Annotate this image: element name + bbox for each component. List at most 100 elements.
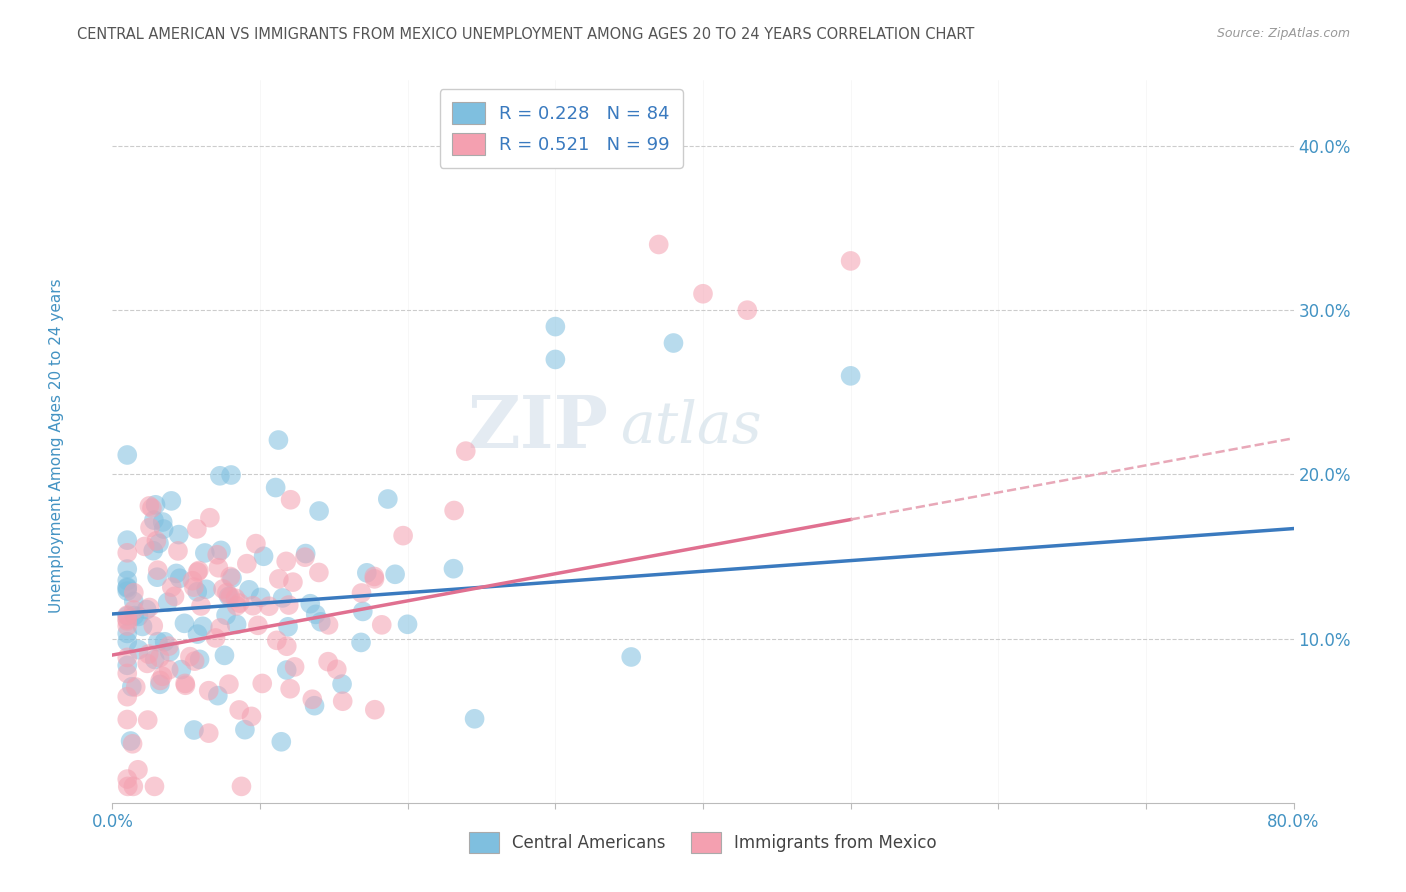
Point — [284, 660, 307, 674]
Point — [142, 513, 165, 527]
Point — [228, 703, 250, 717]
Point — [169, 571, 191, 585]
Point — [215, 585, 238, 599]
Point — [350, 635, 373, 649]
Point — [134, 540, 156, 554]
Point — [197, 683, 219, 698]
Point — [276, 639, 298, 653]
Point — [143, 780, 166, 794]
Point — [117, 546, 138, 560]
Point — [266, 633, 288, 648]
Text: atlas: atlas — [620, 399, 762, 455]
Point — [174, 676, 197, 690]
Point — [127, 763, 149, 777]
Point — [647, 237, 671, 252]
Point — [156, 595, 179, 609]
Point — [157, 639, 180, 653]
Point — [363, 569, 385, 583]
Point — [136, 657, 159, 671]
Point — [207, 548, 229, 562]
Point — [125, 680, 148, 694]
Point — [117, 690, 138, 704]
Point — [249, 591, 271, 605]
Point — [544, 352, 567, 367]
Point — [131, 619, 153, 633]
Point — [117, 666, 138, 681]
Point — [120, 734, 142, 748]
Point — [117, 533, 138, 548]
Point — [121, 737, 143, 751]
Point — [197, 726, 219, 740]
Point — [270, 735, 292, 749]
Point — [142, 543, 165, 558]
Point — [117, 584, 138, 599]
Point — [117, 619, 138, 633]
Point — [117, 614, 138, 628]
Point — [209, 621, 232, 635]
Point — [170, 663, 193, 677]
Point — [277, 620, 299, 634]
Point — [364, 703, 387, 717]
Point — [294, 550, 316, 565]
Point — [209, 543, 232, 558]
Point — [212, 582, 235, 596]
Point — [160, 580, 183, 594]
Point — [225, 599, 247, 613]
Point — [396, 617, 419, 632]
Point — [198, 510, 221, 524]
Point — [117, 650, 138, 665]
Point — [183, 654, 205, 668]
Point — [301, 692, 323, 706]
Point — [138, 499, 160, 513]
Point — [167, 527, 190, 541]
Point — [219, 569, 242, 583]
Point — [117, 581, 138, 595]
Point — [278, 681, 301, 696]
Point — [117, 713, 138, 727]
Point — [384, 567, 406, 582]
Point — [308, 504, 330, 518]
Legend: Central Americans, Immigrants from Mexico: Central Americans, Immigrants from Mexic… — [463, 826, 943, 860]
Point — [187, 564, 209, 578]
Point — [224, 591, 246, 606]
Point — [187, 565, 209, 579]
Point — [194, 546, 217, 560]
Point — [141, 501, 163, 516]
Point — [183, 580, 205, 594]
Point — [443, 562, 465, 576]
Point — [152, 669, 174, 683]
Point — [186, 627, 208, 641]
Point — [117, 580, 138, 594]
Point — [145, 533, 167, 548]
Point — [117, 612, 138, 626]
Point — [117, 609, 138, 624]
Point — [207, 689, 229, 703]
Point — [117, 772, 138, 786]
Point — [371, 617, 394, 632]
Point — [737, 303, 759, 318]
Point — [122, 585, 145, 599]
Point — [228, 596, 250, 610]
Point — [204, 631, 226, 645]
Point — [128, 609, 150, 624]
Point — [464, 712, 486, 726]
Point — [692, 286, 714, 301]
Point — [264, 481, 287, 495]
Point — [152, 515, 174, 529]
Point — [159, 645, 181, 659]
Point — [350, 586, 373, 600]
Point — [179, 649, 201, 664]
Point — [219, 590, 242, 604]
Point — [443, 503, 465, 517]
Point — [157, 663, 180, 677]
Point — [267, 433, 290, 447]
Point — [163, 590, 186, 604]
Point — [208, 468, 231, 483]
Point — [122, 594, 145, 608]
Point — [165, 566, 187, 581]
Point — [117, 574, 138, 588]
Point — [186, 522, 208, 536]
Point — [308, 566, 330, 580]
Point — [138, 600, 160, 615]
Point — [122, 780, 145, 794]
